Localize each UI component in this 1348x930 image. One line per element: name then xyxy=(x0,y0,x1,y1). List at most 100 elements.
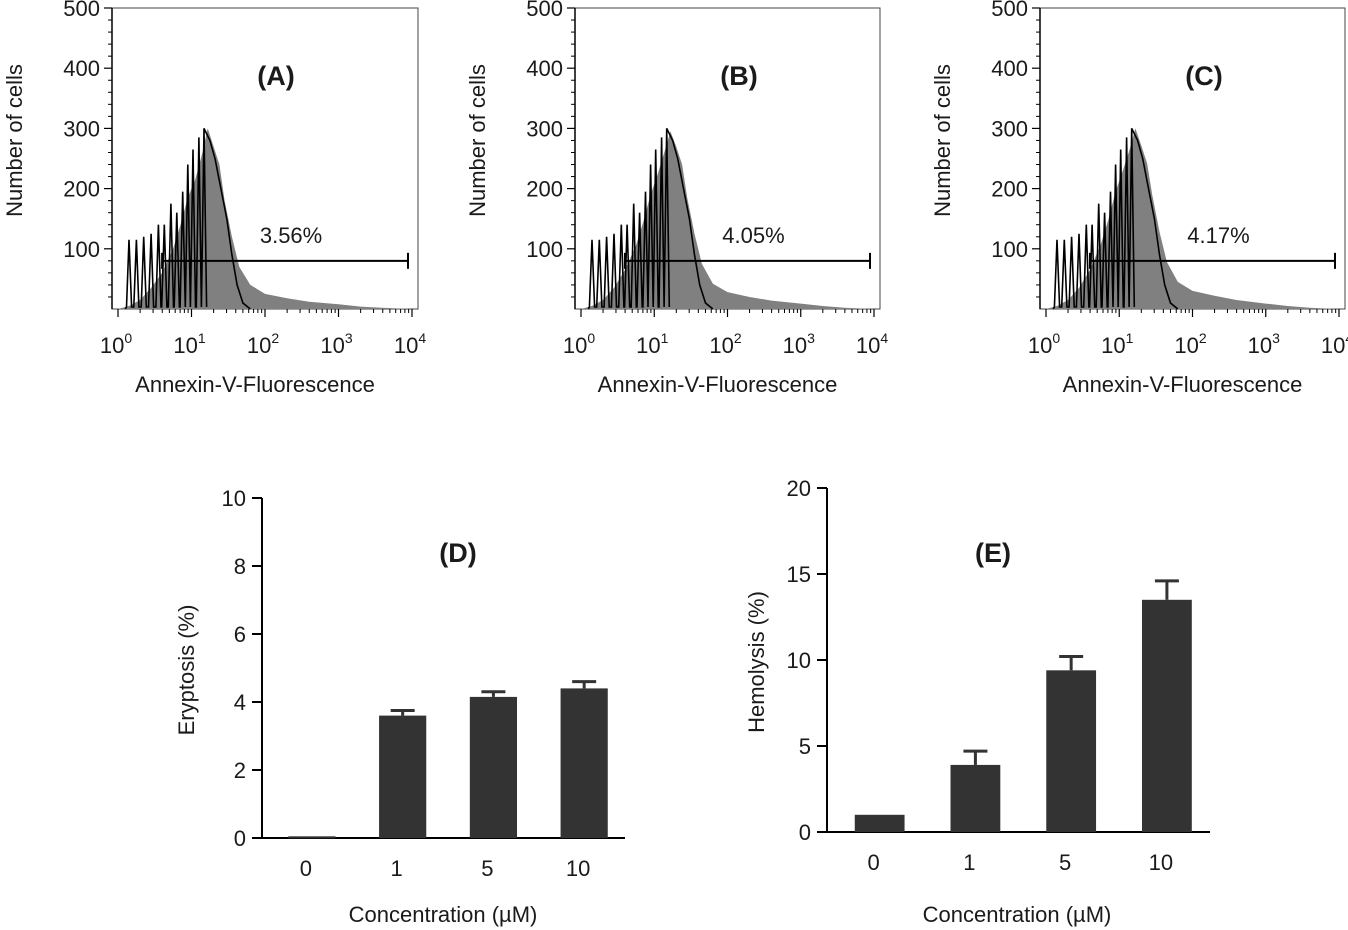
bar-panel-d: 0 2 4 6 8 10 0 1 5 10 (D) Concentration (µM) Eryptos… xyxy=(174,486,625,927)
y-tick-label: 200 xyxy=(991,177,1028,202)
x-tick-base: 10 xyxy=(320,333,344,358)
y-tick-label: 200 xyxy=(63,177,100,202)
y-tick-label: 500 xyxy=(991,0,1028,21)
bar xyxy=(1046,670,1097,832)
panel-label: (C) xyxy=(1185,61,1222,91)
x-tick-label: 104 xyxy=(1321,330,1348,358)
x-tick-base: 10 xyxy=(563,333,587,358)
x-tick-base: 10 xyxy=(394,333,418,358)
gate-percentage-label: 4.17% xyxy=(1187,223,1249,248)
x-tick-exponent: 1 xyxy=(198,330,206,346)
x-tick-exponent: 4 xyxy=(1345,330,1348,346)
y-tick-label: 500 xyxy=(63,0,100,21)
x-tick-base: 10 xyxy=(1028,333,1052,358)
x-tick-label: 101 xyxy=(1101,330,1133,358)
x-tick-label: 100 xyxy=(100,330,132,358)
x-tick-label: 5 xyxy=(481,856,493,881)
x-tick-base: 10 xyxy=(1101,333,1125,358)
x-axis-title: Concentration (µM) xyxy=(923,902,1112,927)
x-tick-exponent: 3 xyxy=(807,330,815,346)
y-axis-title: Eryptosis (%) xyxy=(174,605,199,736)
x-tick-label: 102 xyxy=(709,330,741,358)
x-tick-label: 1 xyxy=(391,856,403,881)
y-tick-label: 5 xyxy=(799,734,811,759)
x-tick-exponent: 2 xyxy=(734,330,742,346)
x-axis-title: Annexin-V-Fluorescence xyxy=(1063,372,1303,397)
panel-label: (D) xyxy=(439,538,476,568)
x-tick-exponent: 0 xyxy=(124,330,132,346)
x-axis-title: Annexin-V-Fluorescence xyxy=(598,372,838,397)
bar xyxy=(469,696,518,838)
x-tick-base: 10 xyxy=(1321,333,1345,358)
bar xyxy=(854,814,905,832)
y-tick-label: 15 xyxy=(787,562,811,587)
x-tick-exponent: 0 xyxy=(1052,330,1060,346)
y-tick-label: 10 xyxy=(787,648,811,673)
histogram-panel-c: 1002003004005001001011021031044.17%(C)An… xyxy=(930,0,1348,397)
y-tick-label: 8 xyxy=(234,554,246,579)
x-tick-exponent: 1 xyxy=(1126,330,1134,346)
x-tick-base: 10 xyxy=(247,333,271,358)
panel-label: (B) xyxy=(720,61,757,91)
y-axis-title: Number of cells xyxy=(930,64,955,217)
x-tick-label: 0 xyxy=(300,856,312,881)
x-tick-label: 5 xyxy=(1059,850,1071,875)
x-tick-label: 100 xyxy=(1028,330,1060,358)
y-tick-label: 500 xyxy=(526,0,563,21)
panel-label: (E) xyxy=(975,538,1011,568)
y-tick-label: 2 xyxy=(234,758,246,783)
x-tick-base: 10 xyxy=(856,333,880,358)
y-tick-label: 4 xyxy=(234,690,246,715)
x-tick-base: 10 xyxy=(636,333,660,358)
x-tick-label: 103 xyxy=(783,330,815,358)
y-tick-label: 400 xyxy=(991,56,1028,81)
x-axis-title: Concentration (µM) xyxy=(349,902,538,927)
y-tick-label: 300 xyxy=(991,116,1028,141)
y-tick-label: 20 xyxy=(787,476,811,501)
x-tick-label: 1 xyxy=(963,850,975,875)
x-tick-label: 102 xyxy=(247,330,279,358)
y-tick-label: 300 xyxy=(526,116,563,141)
y-axis-title: Number of cells xyxy=(465,64,490,217)
bar xyxy=(379,715,427,838)
y-tick-label: 0 xyxy=(234,826,246,851)
y-tick-label: 0 xyxy=(799,820,811,845)
x-tick-label: 103 xyxy=(1248,330,1280,358)
x-tick-exponent: 3 xyxy=(345,330,353,346)
x-tick-label: 103 xyxy=(320,330,352,358)
bar xyxy=(560,688,608,838)
x-axis-title: Annexin-V-Fluorescence xyxy=(135,372,375,397)
bar xyxy=(950,764,1001,832)
x-tick-base: 10 xyxy=(100,333,124,358)
y-tick-label: 100 xyxy=(991,237,1028,262)
y-tick-label: 400 xyxy=(526,56,563,81)
x-tick-label: 104 xyxy=(856,330,888,358)
x-tick-exponent: 0 xyxy=(587,330,595,346)
y-axis-title: Number of cells xyxy=(2,64,27,217)
x-tick-base: 10 xyxy=(709,333,733,358)
x-tick-label: 10 xyxy=(1149,850,1173,875)
y-axis-title: Hemolysis (%) xyxy=(744,591,769,733)
y-tick-label: 6 xyxy=(234,622,246,647)
x-tick-base: 10 xyxy=(783,333,807,358)
x-tick-exponent: 3 xyxy=(1272,330,1280,346)
gate-percentage-label: 3.56% xyxy=(260,223,322,248)
x-tick-label: 102 xyxy=(1174,330,1206,358)
bar xyxy=(1142,599,1192,832)
panel-label: (A) xyxy=(257,61,294,91)
x-tick-exponent: 4 xyxy=(880,330,888,346)
x-tick-label: 0 xyxy=(868,850,880,875)
x-tick-label: 101 xyxy=(173,330,205,358)
x-tick-exponent: 2 xyxy=(1199,330,1207,346)
y-tick-label: 400 xyxy=(63,56,100,81)
y-tick-label: 300 xyxy=(63,116,100,141)
y-tick-label: 200 xyxy=(526,177,563,202)
x-tick-exponent: 4 xyxy=(418,330,426,346)
x-tick-label: 104 xyxy=(394,330,426,358)
x-tick-label: 10 xyxy=(566,856,590,881)
x-tick-base: 10 xyxy=(173,333,197,358)
